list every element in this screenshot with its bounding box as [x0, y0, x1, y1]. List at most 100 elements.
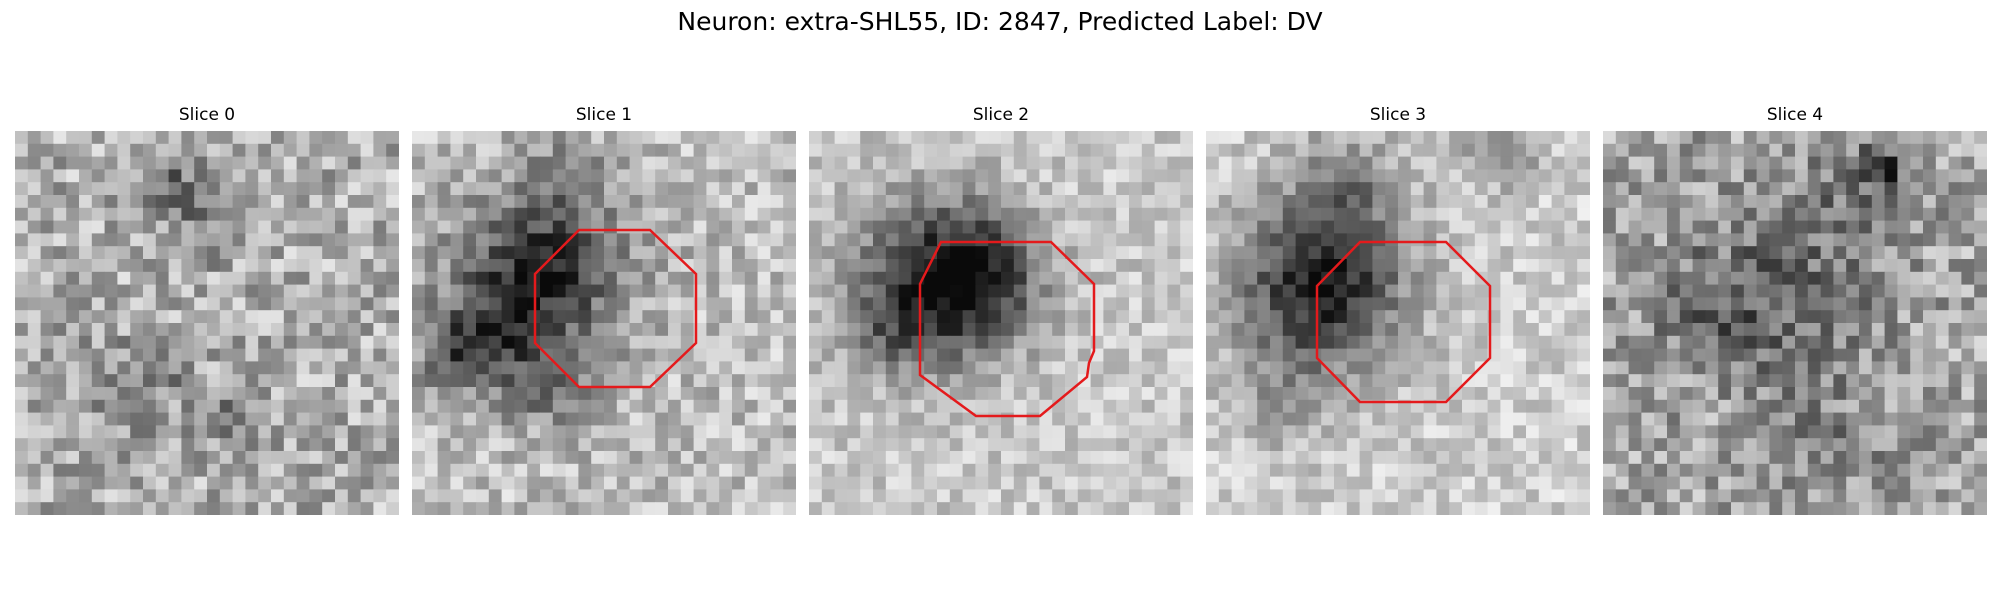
pixel — [988, 361, 1002, 375]
pixel — [1743, 207, 1757, 221]
pixel — [1295, 169, 1309, 183]
pixel — [655, 335, 669, 349]
pixel — [412, 502, 426, 515]
pixel — [809, 335, 823, 349]
pixel — [1538, 387, 1552, 401]
pixel — [1756, 271, 1770, 285]
pixel — [1795, 361, 1809, 375]
pixel — [1884, 451, 1898, 465]
pixel — [91, 195, 105, 209]
pixel — [1001, 182, 1015, 196]
pixel — [1769, 489, 1783, 503]
pixel — [322, 348, 336, 362]
pixel — [347, 156, 361, 170]
pixel — [53, 425, 67, 439]
pixel — [450, 259, 464, 273]
pixel — [1077, 220, 1091, 234]
pixel — [501, 182, 515, 196]
pixel — [527, 220, 541, 234]
pixel — [1551, 425, 1565, 439]
pixel — [949, 361, 963, 375]
pixel — [757, 143, 771, 157]
pixel — [360, 143, 374, 157]
pixel — [1667, 374, 1681, 388]
pixel — [1948, 220, 1962, 234]
pixel — [975, 399, 989, 413]
pixel — [1628, 451, 1642, 465]
pixel — [424, 271, 438, 285]
pixel — [1923, 502, 1937, 515]
pixel — [335, 233, 349, 247]
pixel — [194, 463, 208, 477]
pixel — [1513, 348, 1527, 362]
pixel — [655, 323, 669, 337]
pixel — [501, 310, 515, 324]
pixel — [194, 451, 208, 465]
pixel — [680, 463, 694, 477]
pixel — [501, 323, 515, 337]
pixel — [514, 182, 528, 196]
pixel — [1910, 374, 1924, 388]
pixel — [1564, 323, 1578, 337]
pixel — [143, 284, 157, 298]
pixel — [1833, 361, 1847, 375]
pixel — [501, 489, 515, 503]
pixel — [1679, 284, 1693, 298]
pixel — [1910, 463, 1924, 477]
pixel — [809, 246, 823, 260]
pixel — [1871, 489, 1885, 503]
pixel — [296, 374, 310, 388]
pixel — [1782, 463, 1796, 477]
pixel — [847, 438, 861, 452]
pixel — [450, 169, 464, 183]
pixel — [66, 489, 80, 503]
pixel — [1346, 335, 1360, 349]
pixel — [540, 259, 554, 273]
pixel — [629, 182, 643, 196]
pixel — [1141, 502, 1155, 515]
pixel — [322, 131, 336, 145]
pixel — [1231, 271, 1245, 285]
pixel — [412, 451, 426, 465]
pixel — [245, 131, 259, 145]
pixel — [463, 207, 477, 221]
pixel — [1372, 412, 1386, 426]
pixel — [809, 489, 823, 503]
pixel — [322, 271, 336, 285]
pixel — [1321, 489, 1335, 503]
pixel — [1372, 476, 1386, 490]
pixel — [604, 476, 618, 490]
pixel — [1833, 182, 1847, 196]
pixel — [834, 182, 848, 196]
pixel — [629, 399, 643, 413]
pixel — [1769, 182, 1783, 196]
pixel — [207, 335, 221, 349]
pixel — [809, 438, 823, 452]
pixel — [616, 195, 630, 209]
pixel — [1385, 271, 1399, 285]
slice-title: Slice 3 — [1369, 105, 1427, 125]
pixel — [1167, 195, 1181, 209]
pixel — [911, 451, 925, 465]
pixel — [1039, 476, 1053, 490]
pixel — [155, 195, 169, 209]
pixel — [719, 297, 733, 311]
pixel — [1513, 271, 1527, 285]
pixel — [873, 335, 887, 349]
pixel — [296, 297, 310, 311]
pixel — [1231, 348, 1245, 362]
pixel — [1718, 387, 1732, 401]
pixel — [719, 143, 733, 157]
pixel — [1718, 195, 1732, 209]
pixel — [834, 323, 848, 337]
pixel — [1372, 451, 1386, 465]
pixel — [988, 207, 1002, 221]
pixel — [1859, 220, 1873, 234]
pixel — [168, 259, 182, 273]
pixel — [463, 399, 477, 413]
pixel — [1231, 143, 1245, 157]
pixel — [1039, 335, 1053, 349]
pixel — [1692, 182, 1706, 196]
pixel — [1935, 220, 1949, 234]
pixel — [1090, 502, 1104, 515]
